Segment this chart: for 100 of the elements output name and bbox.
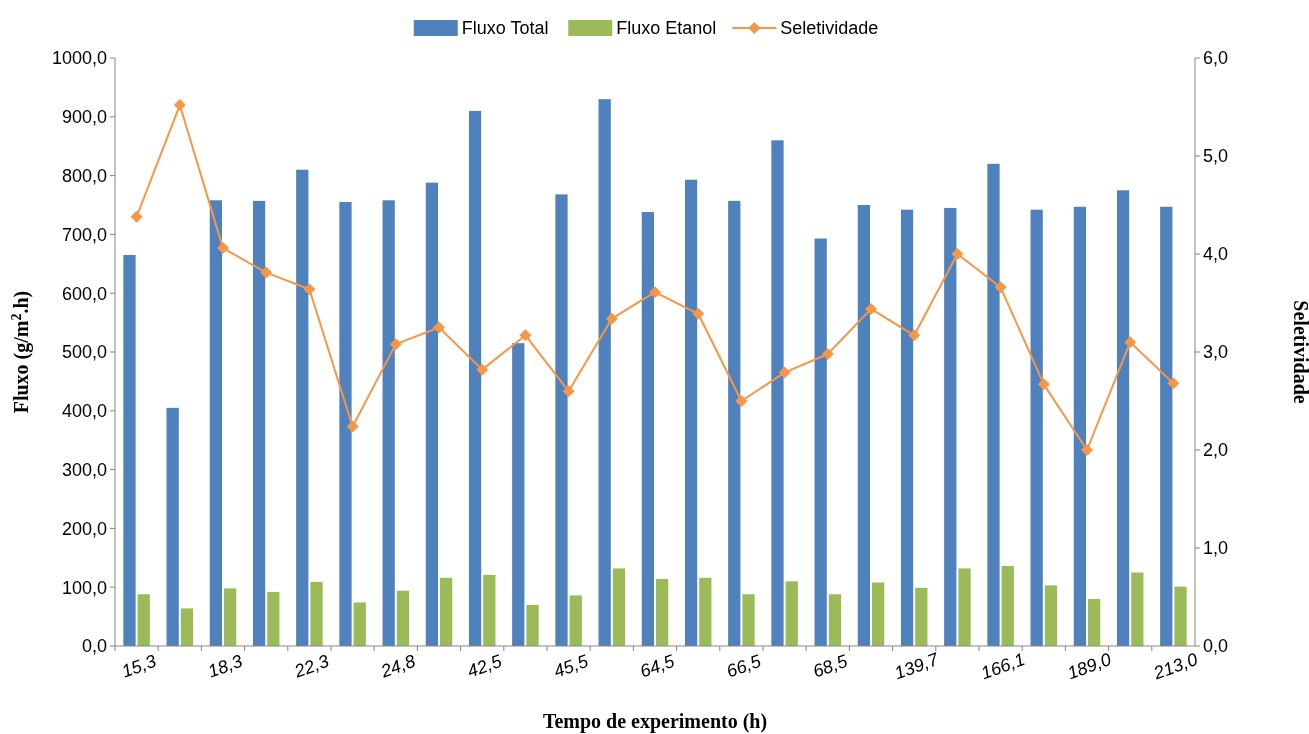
point: [821, 347, 834, 360]
bar: [166, 407, 179, 646]
bar: [857, 205, 870, 646]
x-tick-label: 22,3: [290, 650, 332, 682]
bar: [656, 578, 669, 646]
bar: [771, 140, 784, 646]
bar: [440, 577, 453, 646]
x-tick-label: 66,5: [723, 650, 765, 682]
y-tick-label: 900,0: [61, 107, 107, 128]
y-tick-label: 400,0: [61, 401, 107, 422]
bar: [1160, 206, 1173, 646]
point: [173, 99, 186, 112]
x-tick-label: 213,0: [1150, 649, 1201, 684]
y2-tick-label: 4,0: [1203, 244, 1229, 265]
y2-tick-label: 5,0: [1203, 146, 1229, 167]
bar: [612, 568, 626, 646]
point: [649, 286, 661, 299]
bar: [1174, 586, 1187, 646]
bar: [958, 568, 971, 646]
bar: [814, 238, 827, 646]
bar: [699, 577, 712, 646]
bar: [353, 602, 366, 646]
y2-tick-label: 3,0: [1203, 342, 1229, 363]
x-tick-label: 24,8: [377, 650, 418, 682]
bar: [785, 581, 798, 646]
bar: [828, 594, 842, 646]
bar: [252, 200, 266, 646]
legend-label: Seletividade: [780, 18, 879, 39]
bar: [1088, 598, 1101, 646]
point: [303, 283, 316, 296]
x-tick-label: 64,5: [637, 650, 679, 682]
point: [433, 321, 445, 334]
bar: [123, 254, 136, 646]
bar: [267, 591, 280, 646]
bar: [296, 169, 309, 646]
bar: [1073, 206, 1086, 646]
point: [562, 385, 575, 398]
bar: [526, 604, 539, 646]
bar: [180, 608, 194, 646]
bar: [684, 179, 698, 646]
bar: [1131, 572, 1144, 646]
point: [1081, 444, 1093, 456]
bar: [137, 594, 150, 646]
point: [389, 338, 402, 351]
bar: [742, 594, 755, 646]
y-tick-label: 0,0: [81, 636, 107, 657]
y-tick-label: 800,0: [61, 165, 107, 186]
bar: [468, 110, 482, 646]
bar: [1116, 190, 1130, 646]
point: [778, 366, 791, 379]
bar: [641, 212, 654, 646]
point: [1037, 378, 1050, 391]
bar: [224, 588, 237, 646]
x-tick-label: 42,5: [464, 650, 506, 682]
point: [217, 242, 229, 255]
bar: [555, 194, 568, 646]
bar: [1044, 585, 1058, 646]
bar: [382, 200, 395, 646]
y-tick-label: 500,0: [61, 342, 107, 363]
bar: [569, 595, 582, 646]
x-tick-label: 189,0: [1064, 649, 1114, 684]
bar: [483, 574, 496, 646]
point: [260, 266, 273, 279]
y2-tick-label: 2,0: [1203, 440, 1229, 461]
x-tick-label: 139,7: [891, 648, 942, 684]
bar: [900, 209, 914, 646]
bar: [944, 207, 957, 646]
point: [130, 210, 143, 223]
y2-tick-label: 1,0: [1203, 538, 1229, 559]
bar: [310, 581, 323, 646]
bar: [1030, 209, 1043, 646]
point: [346, 420, 359, 433]
y-tick-label: 600,0: [61, 283, 107, 304]
x-tick-label: 15,3: [118, 650, 159, 682]
y2-tick-label: 6,0: [1203, 48, 1229, 69]
bar: [728, 200, 741, 646]
x-tick-label: 68,5: [810, 650, 851, 682]
point: [994, 281, 1007, 294]
bar: [339, 202, 352, 646]
point: [692, 307, 705, 320]
y2-axis-title: Seletividade: [1290, 300, 1309, 404]
point: [1124, 336, 1137, 349]
point: [476, 363, 489, 376]
legend-label: Fluxo Total: [461, 18, 549, 39]
point: [951, 248, 964, 260]
point: [605, 312, 618, 325]
y2-tick-label: 0,0: [1203, 636, 1229, 657]
bar: [987, 163, 1000, 646]
y-tick-label: 700,0: [61, 224, 107, 245]
x-axis-title: Tempo de experimento (h): [542, 710, 768, 733]
point: [908, 329, 921, 342]
bar: [915, 587, 928, 646]
y-tick-label: 200,0: [61, 518, 107, 539]
legend-label: Fluxo Etanol: [616, 18, 717, 39]
y-tick-label: 1000,0: [51, 48, 107, 69]
point: [1167, 377, 1180, 390]
x-tick-label: 166,1: [978, 649, 1028, 684]
x-tick-label: 45,5: [550, 650, 592, 682]
bar: [209, 200, 222, 646]
y-tick-label: 100,0: [61, 577, 107, 598]
